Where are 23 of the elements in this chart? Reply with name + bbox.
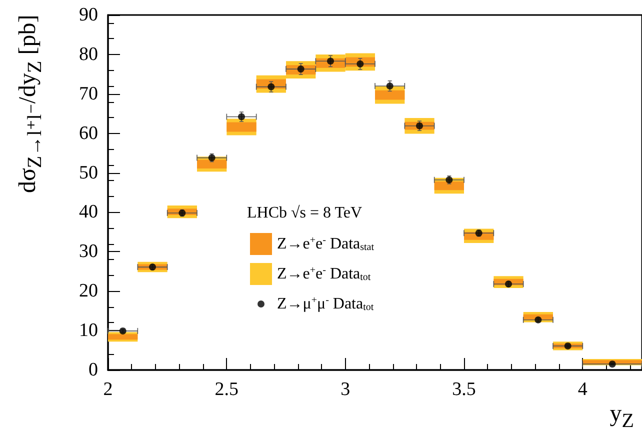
point [386, 82, 394, 90]
y-tick-label: 80 [79, 44, 98, 65]
bar [434, 181, 464, 190]
y-tick-label: 70 [79, 83, 98, 104]
y-tick-label: 10 [79, 320, 98, 342]
y-tick-label: 20 [79, 280, 98, 302]
bar [226, 122, 256, 132]
y-tick-label: 60 [79, 122, 98, 144]
legend-title: LHCb √s = 8 TeV [247, 204, 362, 222]
x-tick-label: 3.5 [452, 379, 476, 400]
x-tick-label: 2.5 [214, 379, 239, 400]
point [608, 360, 616, 368]
x-tick-label: 4 [578, 379, 588, 400]
y-tick-label: 90 [79, 4, 98, 26]
y-tick-label: 30 [79, 241, 98, 262]
x-tick-label: 2 [103, 379, 113, 400]
bar [197, 160, 227, 168]
y-tick-label: 40 [79, 202, 98, 223]
x-tick-label: 3 [340, 379, 350, 400]
x-axis-title: y$_{Z}$ [610, 400, 634, 434]
y-tick-label: 0 [88, 360, 98, 380]
bar [375, 90, 405, 100]
y-tick-label: 50 [79, 162, 98, 184]
